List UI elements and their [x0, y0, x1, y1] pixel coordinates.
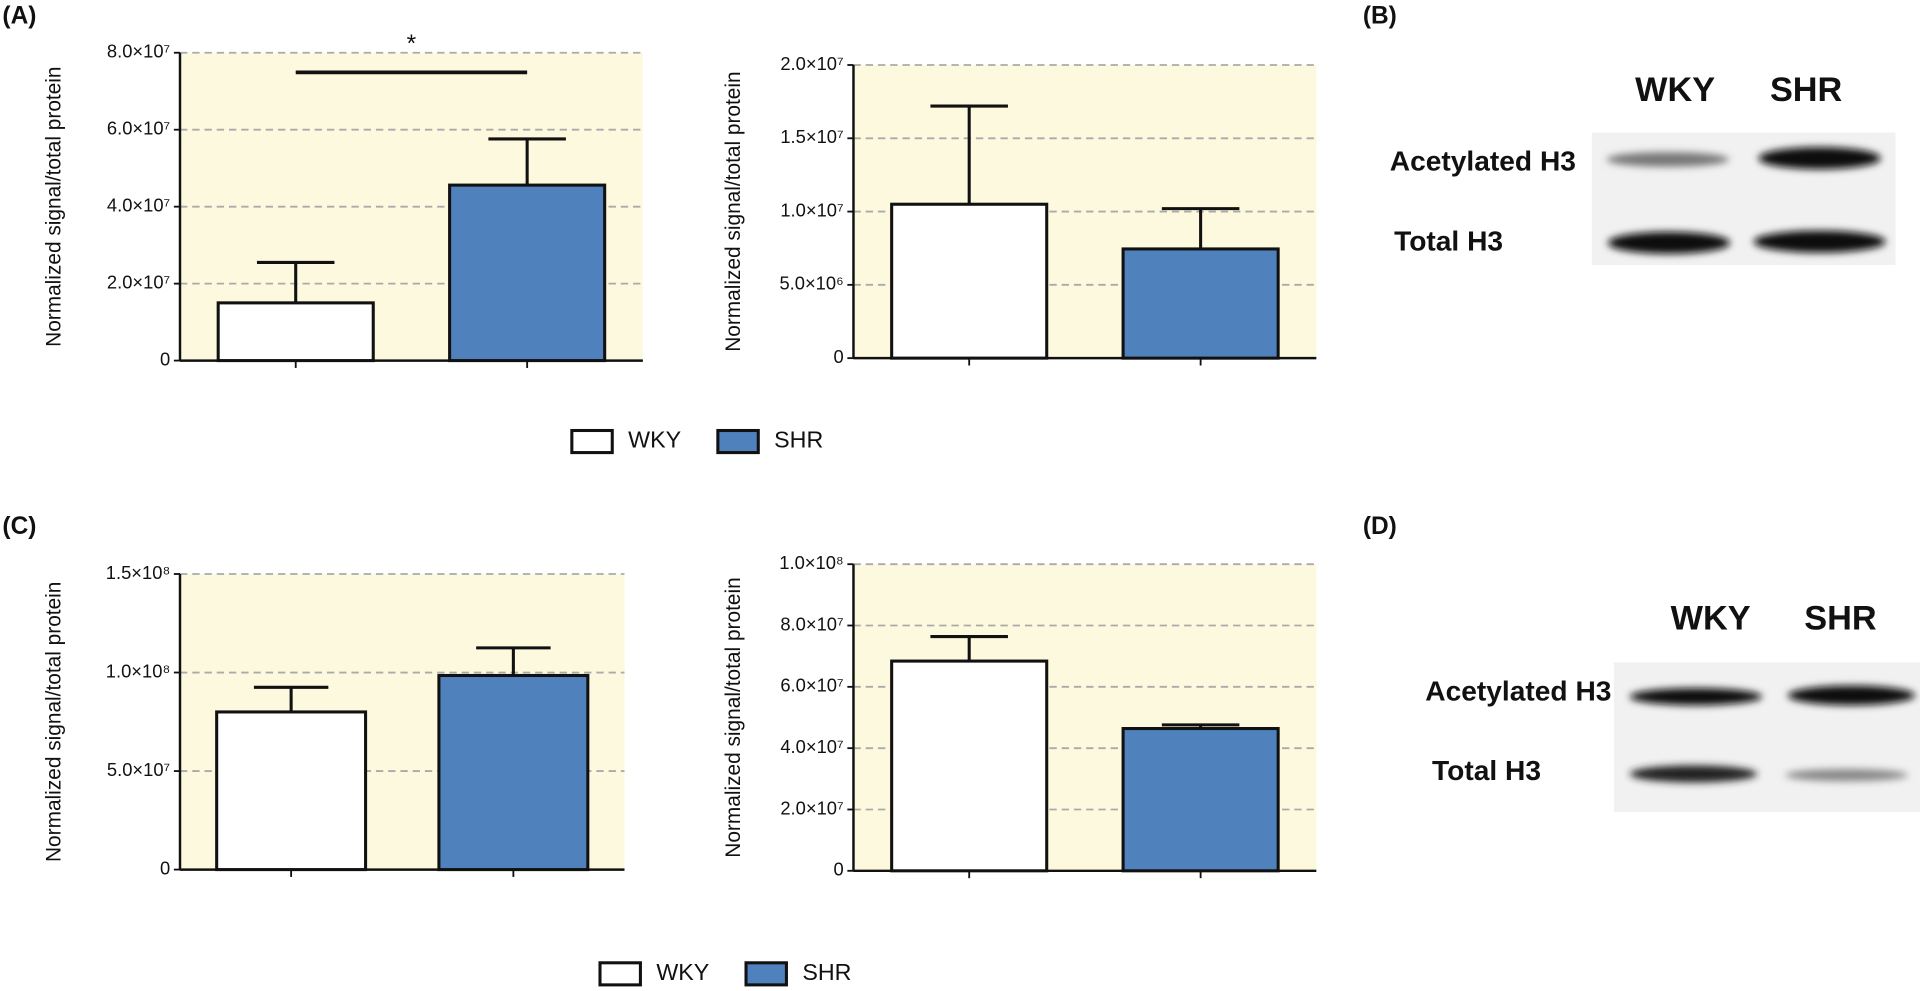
legend-swatch	[716, 428, 760, 455]
y-tick-label: 2.0×10⁷	[780, 797, 843, 818]
legend-swatch	[570, 428, 614, 455]
y-tick-label: 5.0×10⁶	[779, 273, 843, 294]
y-axis-label: Normalized signal/total protein	[43, 582, 66, 862]
y-tick-label: 8.0×10⁷	[107, 41, 170, 62]
blot-band	[1753, 230, 1886, 253]
y-tick-label: 2.0×10⁷	[107, 271, 170, 292]
bar	[890, 659, 1049, 873]
legend-label: WKY	[656, 959, 709, 985]
bar	[1121, 727, 1280, 873]
significance-mark: *	[407, 31, 417, 58]
y-tick-label: 4.0×10⁷	[780, 736, 843, 757]
y-tick-label: 1.0×10⁷	[780, 199, 843, 220]
figure-body: (A) (B) (C) (D) WKY SHR Acetylated H3 To…	[2, 3, 1920, 987]
y-axis-label: Normalized signal/total protein	[43, 66, 66, 346]
bar	[890, 202, 1049, 360]
panel-label: (D)	[1363, 513, 1397, 540]
bar	[215, 710, 368, 872]
y-tick-label: 1.5×10⁷	[780, 126, 843, 147]
panel-label: (C)	[2, 513, 36, 540]
blot-band	[1629, 765, 1758, 783]
blot-band	[1758, 147, 1881, 170]
blot-band	[1785, 769, 1908, 782]
row-label: Total H3	[1394, 224, 1503, 256]
western-blot: WKY SHR Acetylated H3 Total H3	[1425, 600, 1920, 812]
bar	[448, 183, 607, 363]
panel-label: (B)	[1363, 3, 1397, 30]
legend-label: SHR	[774, 427, 823, 453]
blot-band	[1629, 688, 1763, 706]
bar	[437, 673, 590, 872]
legend-label: WKY	[628, 427, 681, 453]
lane-label: WKY	[1671, 600, 1751, 638]
y-axis-label: Normalized signal/total protein	[722, 71, 745, 351]
y-tick-label: 0	[160, 348, 170, 369]
y-tick-label: 0	[833, 859, 843, 880]
y-tick-label: 1.0×10⁸	[779, 552, 843, 573]
bar	[216, 301, 375, 363]
blot-background	[1613, 662, 1920, 812]
row-label: Acetylated H3	[1425, 674, 1611, 706]
y-tick-label: 5.0×10⁷	[107, 759, 170, 780]
legend-swatch	[598, 961, 642, 987]
y-axis-label: Normalized signal/total protein	[722, 577, 745, 857]
lane-label: SHR	[1770, 71, 1843, 109]
y-tick-label: 0	[833, 346, 843, 367]
y-tick-label: 6.0×10⁷	[107, 118, 170, 139]
lane-label: SHR	[1804, 600, 1877, 638]
y-tick-label: 8.0×10⁷	[780, 613, 843, 634]
panel-label: (A)	[2, 3, 36, 30]
blot-band	[1607, 231, 1731, 254]
western-blot: WKY SHR Acetylated H3 Total H3	[1390, 71, 1896, 265]
y-tick-label: 1.5×10⁸	[106, 562, 170, 583]
row-label: Acetylated H3	[1390, 145, 1576, 177]
lane-label: WKY	[1635, 71, 1715, 109]
y-tick-label: 1.0×10⁸	[106, 660, 170, 681]
y-tick-label: 4.0×10⁷	[107, 195, 170, 216]
y-tick-label: 2.0×10⁷	[780, 53, 843, 74]
blot-band	[1606, 152, 1729, 167]
blot-band	[1787, 685, 1916, 706]
y-tick-label: 0	[160, 857, 170, 878]
legend-label: SHR	[802, 959, 851, 985]
legend-swatch	[744, 961, 788, 987]
row-label: Total H3	[1432, 754, 1541, 786]
y-tick-label: 6.0×10⁷	[780, 675, 843, 696]
bar	[1121, 247, 1280, 360]
